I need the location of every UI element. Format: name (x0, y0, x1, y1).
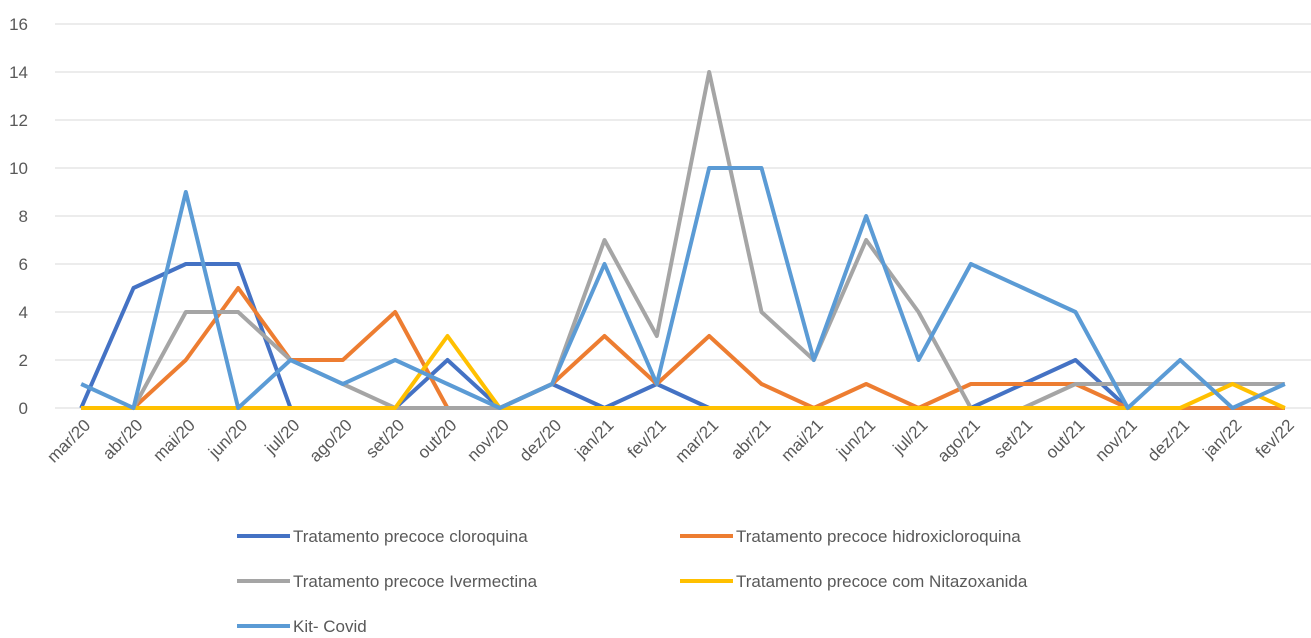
series-line (79, 262, 1285, 410)
x-tick-label: mar/20 (43, 416, 94, 467)
legend-label: Tratamento precoce cloroquina (293, 527, 528, 546)
legend-label: Tratamento precoce com Nitazoxanida (736, 572, 1028, 591)
x-tick-label: jan/22 (1199, 416, 1246, 463)
y-tick-label: 0 (19, 399, 28, 418)
y-tick-label: 2 (19, 351, 28, 370)
x-tick-label: set/21 (990, 416, 1036, 462)
y-tick-label: 12 (9, 111, 28, 130)
legend-label: Kit- Covid (293, 617, 367, 633)
y-tick-label: 10 (9, 159, 28, 178)
x-tick-label: dez/20 (516, 416, 566, 466)
x-tick-label: ago/20 (306, 416, 356, 466)
y-tick-label: 6 (19, 255, 28, 274)
series-line (81, 334, 1286, 410)
legend-label: Tratamento precoce hidroxicloroquina (736, 527, 1021, 546)
x-tick-label: mar/21 (671, 416, 722, 467)
x-tick-label: jun/20 (204, 416, 251, 463)
y-tick-label: 14 (9, 63, 28, 82)
x-tick-label: set/20 (362, 416, 408, 462)
x-tick-label: jun/21 (832, 416, 879, 463)
x-tick-label: dez/21 (1144, 416, 1194, 466)
x-tick-label: abr/21 (727, 416, 775, 464)
series-line (81, 286, 1285, 410)
x-tick-label: nov/20 (463, 416, 513, 466)
x-tick-label: mai/20 (149, 416, 199, 466)
legend-label: Tratamento precoce Ivermectina (293, 572, 538, 591)
x-tick-label: nov/21 (1091, 416, 1141, 466)
x-tick-label: jul/21 (889, 416, 932, 459)
x-tick-label: fev/22 (1252, 416, 1298, 462)
x-tick-label: fev/21 (624, 416, 670, 462)
x-tick-label: mai/21 (777, 416, 827, 466)
x-tick-label: jan/21 (571, 416, 618, 463)
x-tick-label: abr/20 (99, 416, 147, 464)
x-tick-label: jul/20 (261, 416, 304, 459)
series-line (81, 70, 1285, 410)
y-tick-label: 4 (19, 303, 28, 322)
y-tick-label: 16 (9, 15, 28, 34)
x-tick-label: out/21 (1042, 416, 1089, 463)
series-line (80, 166, 1286, 410)
x-tick-label: ago/21 (934, 416, 984, 466)
x-tick-label: out/20 (414, 416, 461, 463)
y-tick-label: 8 (19, 207, 28, 226)
